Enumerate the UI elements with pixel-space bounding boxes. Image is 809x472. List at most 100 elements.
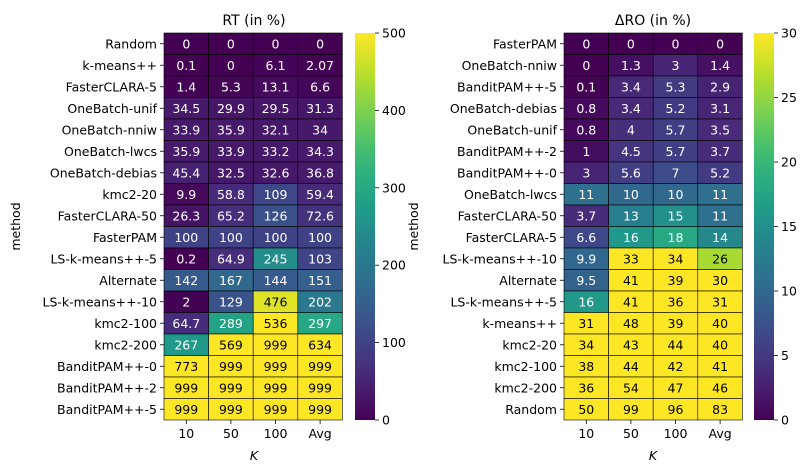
cell-value-label: 7 [672, 165, 680, 180]
cell-value-label: 0.1 [576, 79, 596, 94]
cell-value-label: 30 [712, 273, 728, 288]
cell-value-label: 10 [623, 187, 639, 202]
y-tick-label: OneBatch-nniw [462, 58, 557, 73]
cell-value-label: 536 [264, 316, 288, 331]
cell-value-label: 33 [623, 251, 639, 266]
cell-value-label: 6.6 [310, 79, 330, 94]
cell-value-label: 999 [219, 359, 243, 374]
colorbar-tick-label: 200 [382, 258, 406, 273]
cell-value-label: 34.3 [306, 144, 334, 159]
cell-value-label: 50 [578, 402, 594, 417]
y-tick-label: OneBatch-unif [67, 101, 157, 116]
rt-heatmap-panel: RT (in %) 0 0 0 0 0.1 0 6.1 2.07 1.4 5.3 13.1 6.6 34.… [8, 13, 406, 463]
x-tick-label: 100 [664, 426, 688, 441]
y-tick-label: kmc2-20 [102, 187, 157, 202]
cell-value-label: 999 [219, 380, 243, 395]
cell-value-label: 33.2 [262, 144, 290, 159]
cell-value-label: 245 [264, 251, 288, 266]
x-tick-label: 100 [264, 426, 288, 441]
cell-value-label: 100 [308, 230, 332, 245]
cell-value-label: 41 [623, 273, 639, 288]
cell-value-label: 34 [668, 251, 684, 266]
cell-value-label: 1.4 [176, 79, 196, 94]
cell-value-label: 999 [219, 402, 243, 417]
cell-value-label: 10 [668, 187, 684, 202]
cell-value-label: 35.9 [172, 144, 200, 159]
y-tick-label: LS-k-means++-10 [443, 251, 558, 266]
cell-value-label: 6.6 [576, 230, 596, 245]
y-tick-label: FasterPAM [93, 230, 157, 245]
y-tick-label: k-means++ [82, 58, 157, 73]
cell-value-label: 129 [219, 294, 243, 309]
y-tick-label: k-means++ [482, 316, 557, 331]
cell-value-label: 126 [264, 208, 288, 223]
cell-value-label: 1.3 [621, 58, 641, 73]
cell-value-label: 0 [227, 36, 235, 51]
colorbar-tick-label: 0 [382, 413, 390, 428]
cell-value-label: 26 [712, 251, 728, 266]
cell-value-label: 999 [264, 380, 288, 395]
cell-value-label: 100 [264, 230, 288, 245]
cell-value-label: 16 [578, 294, 594, 309]
cell-value-label: 0 [316, 36, 324, 51]
y-axis-label: method [406, 202, 421, 250]
cell-value-label: 634 [308, 337, 332, 352]
cell-value-label: 31 [578, 316, 594, 331]
cell-value-label: 99 [623, 402, 639, 417]
x-axis-label: K [649, 448, 659, 463]
y-tick-label: kmc2-100 [94, 316, 157, 331]
cell-value-label: 569 [219, 337, 243, 352]
y-tick-label: OneBatch-nniw [62, 122, 157, 137]
cell-value-label: 0 [272, 36, 280, 51]
colorbar-tick-label: 25 [781, 90, 797, 105]
y-tick-label: FasterCLARA-5 [66, 79, 157, 94]
y-tick-label: Random [505, 402, 557, 417]
delta-ro-heatmap-panel: ΔRO (in %) 0 0 0 0 0 1.3 3 1.4 0.1 3.4 5.3 2.9 0.8 3.4… [406, 13, 797, 463]
cell-value-label: 151 [308, 273, 332, 288]
cell-value-label: 40 [712, 337, 728, 352]
cell-value-label: 5.3 [221, 79, 241, 94]
cell-value-label: 6.1 [266, 58, 286, 73]
cell-value-label: 9.5 [576, 273, 596, 288]
cell-value-label: 38 [578, 359, 594, 374]
cell-value-label: 100 [174, 230, 198, 245]
cell-value-label: 4.5 [621, 144, 641, 159]
cell-value-label: 45.4 [172, 165, 200, 180]
cell-value-label: 34 [312, 122, 328, 137]
cell-value-label: 11 [712, 208, 728, 223]
cell-value-label: 40 [712, 316, 728, 331]
colorbar-tick-label: 400 [382, 103, 406, 118]
y-tick-label: BanditPAM++-0 [57, 359, 157, 374]
cell-value-label: 0 [227, 58, 235, 73]
cell-value-label: 4 [627, 122, 635, 137]
cell-value-label: 999 [308, 380, 332, 395]
cell-value-label: 36 [668, 294, 684, 309]
y-tick-label: kmc2-200 [94, 337, 157, 352]
cell-value-label: 3.1 [710, 101, 730, 116]
cell-value-label: 1.4 [710, 58, 730, 73]
colorbar [754, 33, 774, 420]
y-tick-label: BanditPAM++-5 [57, 402, 157, 417]
x-tick-label: 10 [578, 426, 594, 441]
cell-value-label: 39 [668, 273, 684, 288]
cell-value-label: 5.2 [666, 101, 686, 116]
cell-value-label: 0 [716, 36, 724, 51]
cell-value-label: 0 [182, 36, 190, 51]
cell-value-label: 15 [668, 208, 684, 223]
y-tick-label: kmc2-200 [494, 380, 557, 395]
cell-value-label: 0.1 [176, 58, 196, 73]
cell-value-label: 3 [582, 165, 590, 180]
cell-value-label: 0 [582, 36, 590, 51]
cell-value-label: 1 [582, 144, 590, 159]
y-tick-label: LS-k-means++-5 [50, 251, 157, 266]
colorbar-tick-label: 100 [382, 335, 406, 350]
cell-value-label: 14 [712, 230, 728, 245]
colorbar-tick-label: 0 [781, 413, 789, 428]
cell-value-label: 999 [174, 402, 198, 417]
cell-value-label: 11 [712, 187, 728, 202]
cell-value-label: 109 [264, 187, 288, 202]
cell-value-label: 54 [623, 380, 639, 395]
cell-value-label: 2.07 [306, 58, 334, 73]
y-tick-label: FasterPAM [493, 36, 557, 51]
